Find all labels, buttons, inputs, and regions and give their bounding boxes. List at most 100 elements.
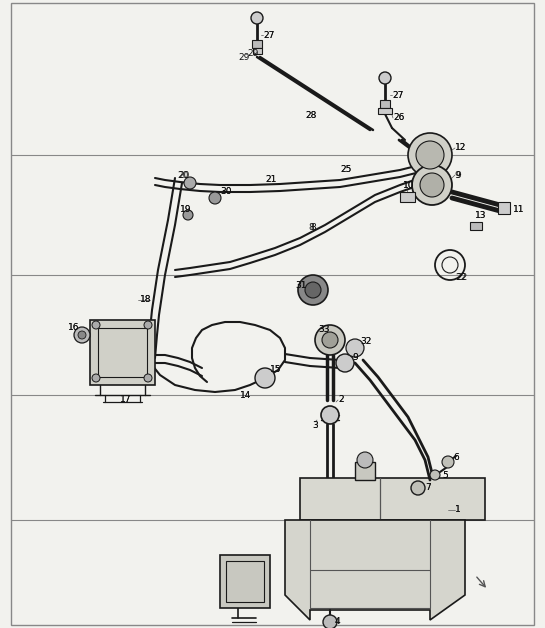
Text: 28: 28: [305, 111, 317, 119]
Text: 19: 19: [180, 205, 191, 215]
Polygon shape: [285, 520, 465, 620]
Text: 9: 9: [352, 354, 358, 362]
Text: 11: 11: [513, 205, 524, 215]
Text: 15: 15: [270, 365, 282, 374]
Circle shape: [184, 177, 196, 189]
Bar: [355, 462, 375, 480]
Circle shape: [408, 133, 452, 177]
Text: 32: 32: [360, 337, 371, 347]
Text: 30: 30: [220, 188, 232, 197]
Text: 16: 16: [68, 323, 80, 332]
Circle shape: [144, 374, 152, 382]
Circle shape: [442, 456, 454, 468]
Text: 6: 6: [453, 453, 459, 462]
Circle shape: [305, 282, 321, 298]
Text: 2: 2: [338, 396, 344, 404]
Text: 18: 18: [140, 296, 152, 305]
Text: 31: 31: [295, 281, 306, 290]
Text: 31: 31: [295, 281, 306, 290]
Text: 13: 13: [475, 210, 487, 220]
Text: 7: 7: [425, 484, 431, 492]
Text: 10: 10: [403, 180, 415, 190]
Text: 17: 17: [120, 396, 131, 404]
Circle shape: [78, 331, 86, 339]
Polygon shape: [90, 320, 155, 385]
Bar: [300, 478, 485, 520]
Circle shape: [144, 321, 152, 329]
Circle shape: [298, 275, 328, 305]
Text: 13: 13: [475, 210, 487, 220]
Text: 26: 26: [393, 114, 404, 122]
Text: 22: 22: [456, 274, 467, 283]
Circle shape: [209, 192, 221, 204]
Text: 9: 9: [352, 354, 358, 362]
Text: 21: 21: [265, 175, 276, 185]
Circle shape: [346, 339, 364, 357]
Circle shape: [255, 368, 275, 388]
Text: 3: 3: [312, 421, 318, 430]
Polygon shape: [220, 555, 270, 608]
Bar: [380, 100, 390, 108]
Text: 9: 9: [454, 170, 460, 180]
Circle shape: [251, 12, 263, 24]
Circle shape: [411, 481, 425, 495]
Text: 8: 8: [310, 224, 316, 232]
Text: 27: 27: [263, 31, 274, 40]
Bar: [98, 328, 147, 377]
Text: 33: 33: [318, 325, 330, 335]
Bar: [378, 108, 392, 114]
Circle shape: [74, 327, 90, 343]
Text: 1: 1: [455, 506, 461, 514]
Bar: [470, 222, 482, 230]
Text: 33: 33: [318, 325, 330, 335]
Text: 29: 29: [247, 50, 258, 58]
Text: 12: 12: [455, 144, 467, 153]
Circle shape: [336, 354, 354, 372]
Text: 5: 5: [442, 470, 448, 480]
Text: 25: 25: [340, 166, 352, 175]
Text: 26: 26: [393, 114, 404, 122]
Circle shape: [92, 321, 100, 329]
Bar: [252, 40, 262, 48]
Text: 20: 20: [178, 170, 189, 180]
Text: 4: 4: [335, 617, 341, 627]
Text: 9: 9: [455, 170, 461, 180]
Text: 28: 28: [305, 111, 317, 119]
Text: 27: 27: [392, 90, 403, 99]
Circle shape: [416, 141, 444, 169]
Text: 19: 19: [180, 205, 191, 215]
Text: 27: 27: [392, 90, 403, 99]
Circle shape: [322, 332, 338, 348]
Text: 25: 25: [340, 166, 352, 175]
Text: 14: 14: [240, 391, 251, 399]
Circle shape: [315, 325, 345, 355]
Bar: [253, 48, 262, 54]
Text: 27: 27: [263, 31, 274, 40]
Text: 30: 30: [220, 188, 232, 197]
Text: 16: 16: [68, 323, 80, 332]
Text: 18: 18: [140, 296, 152, 305]
Text: 15: 15: [270, 365, 282, 374]
Text: 11: 11: [513, 205, 524, 215]
Circle shape: [412, 165, 452, 205]
Text: 32: 32: [360, 337, 371, 347]
Circle shape: [430, 470, 440, 480]
Circle shape: [183, 210, 193, 220]
Text: 7: 7: [425, 484, 431, 492]
Circle shape: [379, 72, 391, 84]
Text: 3: 3: [312, 421, 318, 430]
Bar: [226, 561, 264, 602]
Text: 12: 12: [455, 144, 467, 153]
Text: 6: 6: [453, 453, 459, 462]
Bar: [400, 192, 415, 202]
Text: 2: 2: [338, 396, 344, 404]
Circle shape: [321, 406, 339, 424]
Text: 22: 22: [455, 274, 467, 283]
Text: 21: 21: [265, 175, 276, 185]
Text: 14: 14: [240, 391, 251, 399]
Circle shape: [92, 374, 100, 382]
Text: 29: 29: [238, 53, 250, 63]
Text: 4: 4: [335, 617, 341, 627]
Circle shape: [323, 615, 337, 628]
Bar: [498, 202, 510, 214]
